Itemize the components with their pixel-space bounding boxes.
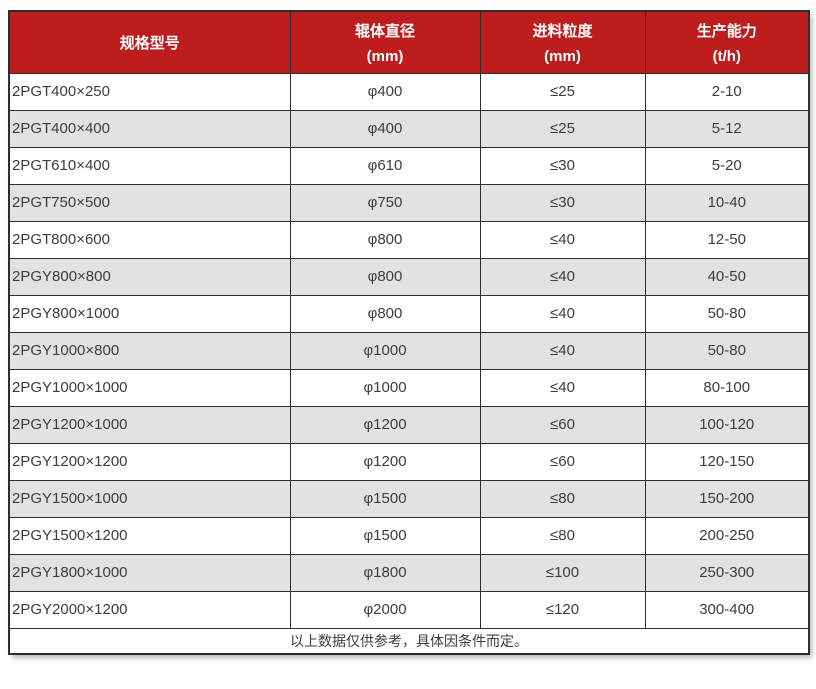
- feed-size-cell: ≤40: [479, 368, 646, 407]
- table-header: 规格型号 辊体直径 (mm) 进料粒度 (mm) 生产能力 (t/h): [8, 10, 810, 74]
- feed-size-cell: ≤30: [479, 183, 646, 222]
- roller-diameter-cell: φ1000: [289, 331, 481, 370]
- feed-size-cell: ≤60: [479, 442, 646, 481]
- col-header-capacity-label: 生产能力: [696, 22, 757, 40]
- col-header-feed-size: 进料粒度 (mm): [479, 10, 646, 74]
- capacity-cell: 80-100: [644, 368, 810, 407]
- capacity-cell: 200-250: [644, 516, 810, 555]
- feed-size-cell: ≤40: [479, 257, 646, 296]
- col-header-roller-diameter-label: 辊体直径: [354, 22, 415, 40]
- header-row: 规格型号 辊体直径 (mm) 进料粒度 (mm) 生产能力 (t/h): [8, 10, 810, 74]
- feed-size-cell: ≤40: [479, 220, 646, 259]
- feed-size-cell: ≤40: [479, 331, 646, 370]
- model-cell: 2PGY800×1000: [8, 294, 291, 333]
- col-header-capacity: 生产能力 (t/h): [644, 10, 810, 74]
- model-cell: 2PGY800×800: [8, 257, 291, 296]
- table-row: 2PGY2000×1200 φ2000 ≤120 300-400: [8, 590, 810, 629]
- capacity-cell: 2-10: [644, 72, 810, 111]
- col-header-feed-size-label: 进料粒度: [532, 22, 593, 40]
- roller-diameter-cell: φ800: [289, 294, 481, 333]
- capacity-cell: 300-400: [644, 590, 810, 629]
- model-cell: 2PGT400×250: [8, 72, 291, 111]
- roller-diameter-cell: φ1500: [289, 479, 481, 518]
- capacity-cell: 40-50: [644, 257, 810, 296]
- table-body: 2PGT400×250 φ400 ≤25 2-10 2PGT400×400 φ400 ≤25…: [8, 72, 810, 629]
- table-row: 2PGY1200×1000 φ1200 ≤60 100-120: [8, 405, 810, 444]
- feed-size-cell: ≤100: [479, 553, 646, 592]
- table-row: 2PGY1200×1200 φ1200 ≤60 120-150: [8, 442, 810, 481]
- model-cell: 2PGT610×400: [8, 146, 291, 185]
- table-row: 2PGT400×400 φ400 ≤25 5-12: [8, 109, 810, 148]
- table-row: 2PGY1500×1200 φ1500 ≤80 200-250: [8, 516, 810, 555]
- model-cell: 2PGY1000×1000: [8, 368, 291, 407]
- model-cell: 2PGY2000×1200: [8, 590, 291, 629]
- roller-diameter-cell: φ610: [289, 146, 481, 185]
- table-row: 2PGY800×800 φ800 ≤40 40-50: [8, 257, 810, 296]
- roller-diameter-cell: φ2000: [289, 590, 481, 629]
- capacity-cell: 50-80: [644, 331, 810, 370]
- table-row: 2PGY1800×1000 φ1800 ≤100 250-300: [8, 553, 810, 592]
- roller-diameter-cell: φ400: [289, 109, 481, 148]
- roller-diameter-cell: φ1000: [289, 368, 481, 407]
- capacity-cell: 50-80: [644, 294, 810, 333]
- table-row: 2PGY800×1000 φ800 ≤40 50-80: [8, 294, 810, 333]
- feed-size-cell: ≤80: [479, 479, 646, 518]
- col-header-roller-diameter: 辊体直径 (mm): [289, 10, 481, 74]
- table-row: 2PGT750×500 φ750 ≤30 10-40: [8, 183, 810, 222]
- roller-diameter-cell: φ1200: [289, 442, 481, 481]
- feed-size-cell: ≤30: [479, 146, 646, 185]
- table-row: 2PGT800×600 φ800 ≤40 12-50: [8, 220, 810, 259]
- model-cell: 2PGY1200×1200: [8, 442, 291, 481]
- model-cell: 2PGY1000×800: [8, 331, 291, 370]
- footnote: 以上数据仅供参考，具体因条件而定。: [8, 627, 810, 655]
- col-header-feed-size-unit: (mm): [544, 47, 581, 65]
- capacity-cell: 150-200: [644, 479, 810, 518]
- model-cell: 2PGY1800×1000: [8, 553, 291, 592]
- model-cell: 2PGY1500×1200: [8, 516, 291, 555]
- capacity-cell: 5-20: [644, 146, 810, 185]
- col-header-roller-diameter-unit: (mm): [366, 47, 404, 65]
- col-header-model-label: 规格型号: [119, 34, 180, 52]
- roller-diameter-cell: φ800: [289, 220, 481, 259]
- roller-diameter-cell: φ750: [289, 183, 481, 222]
- spec-table: 规格型号 辊体直径 (mm) 进料粒度 (mm) 生产能力 (t/h) 2PGT…: [8, 10, 810, 655]
- roller-diameter-cell: φ1800: [289, 553, 481, 592]
- roller-diameter-cell: φ1200: [289, 405, 481, 444]
- table-row: 2PGY1000×800 φ1000 ≤40 50-80: [8, 331, 810, 370]
- capacity-cell: 100-120: [644, 405, 810, 444]
- feed-size-cell: ≤60: [479, 405, 646, 444]
- col-header-model: 规格型号: [8, 10, 291, 74]
- col-header-capacity-unit: (t/h): [712, 47, 741, 65]
- capacity-cell: 250-300: [644, 553, 810, 592]
- footnote-row: 以上数据仅供参考，具体因条件而定。: [8, 627, 810, 655]
- roller-diameter-cell: φ800: [289, 257, 481, 296]
- model-cell: 2PGT400×400: [8, 109, 291, 148]
- table-row: 2PGT400×250 φ400 ≤25 2-10: [8, 72, 810, 111]
- model-cell: 2PGT800×600: [8, 220, 291, 259]
- model-cell: 2PGY1500×1000: [8, 479, 291, 518]
- feed-size-cell: ≤25: [479, 109, 646, 148]
- capacity-cell: 10-40: [644, 183, 810, 222]
- table-row: 2PGT610×400 φ610 ≤30 5-20: [8, 146, 810, 185]
- feed-size-cell: ≤80: [479, 516, 646, 555]
- roller-diameter-cell: φ400: [289, 72, 481, 111]
- model-cell: 2PGT750×500: [8, 183, 291, 222]
- table-footer: 以上数据仅供参考，具体因条件而定。: [8, 627, 810, 655]
- feed-size-cell: ≤40: [479, 294, 646, 333]
- roller-diameter-cell: φ1500: [289, 516, 481, 555]
- capacity-cell: 120-150: [644, 442, 810, 481]
- table-row: 2PGY1500×1000 φ1500 ≤80 150-200: [8, 479, 810, 518]
- model-cell: 2PGY1200×1000: [8, 405, 291, 444]
- capacity-cell: 5-12: [644, 109, 810, 148]
- feed-size-cell: ≤25: [479, 72, 646, 111]
- capacity-cell: 12-50: [644, 220, 810, 259]
- table-row: 2PGY1000×1000 φ1000 ≤40 80-100: [8, 368, 810, 407]
- feed-size-cell: ≤120: [479, 590, 646, 629]
